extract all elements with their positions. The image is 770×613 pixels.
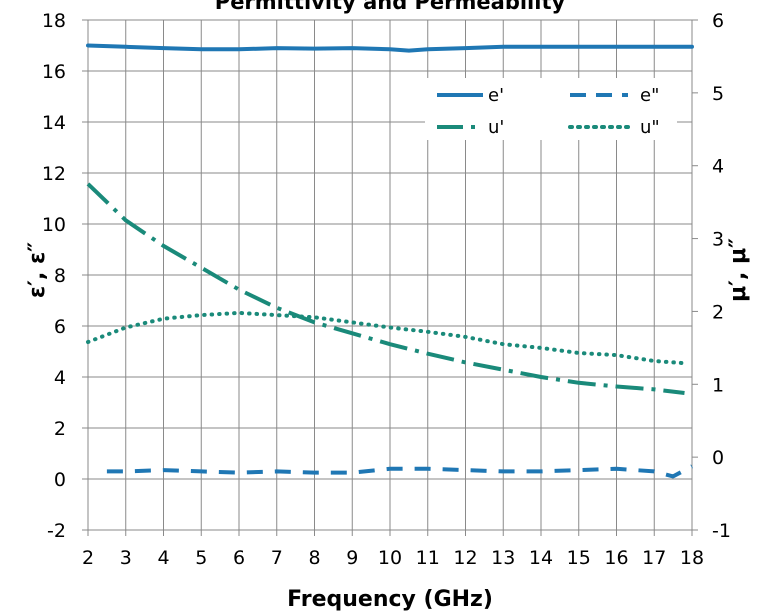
legend-label-u-double-prime: u" [640,117,660,138]
y-left-tick-label: 6 [54,316,66,338]
x-tick-label: 6 [233,547,245,569]
x-tick-label: 2 [82,547,94,569]
x-tick-label: 7 [271,547,283,569]
x-tick-label: 15 [567,547,591,569]
x-tick-label: 18 [680,547,704,569]
y-right-tick-label: 3 [712,229,724,251]
x-tick-label: 14 [529,547,553,569]
y-right-tick-label: -1 [712,520,731,542]
y-right-tick-label: 2 [712,301,724,323]
y-left-tick-label: 10 [42,214,66,236]
series-line-1 [106,464,693,479]
y-left-tick-label: 16 [42,61,66,83]
y-right-tick-label: 0 [712,447,724,469]
x-tick-label: 13 [491,547,515,569]
x-tick-label: 9 [346,547,358,569]
x-tick-label: 8 [308,547,320,569]
y-left-tick-label: 18 [42,10,66,32]
y-left-tick-label: 8 [54,265,66,287]
y-left-tick-label: 12 [42,163,66,185]
series-layer [86,43,694,479]
x-tick-label: 17 [642,547,666,569]
legend: e' e" u' u" [425,78,677,140]
y-right-axis-label: μ′, μ″ [726,238,751,302]
y-right-tick-label: 5 [712,83,724,105]
series-line-3 [86,310,687,366]
x-tick-label: 16 [604,547,628,569]
legend-label-u-prime: u' [488,117,504,138]
x-axis-label: Frequency (GHz) [287,587,493,612]
y-right-tick-label: 6 [712,10,724,32]
y-left-tick-label: -2 [47,520,66,542]
y-left-tick-label: 0 [54,469,66,491]
legend-label-e-double-prime: e" [640,85,659,106]
series-line-0 [86,43,694,53]
x-tick-label: 4 [157,547,169,569]
x-tick-label: 12 [453,547,477,569]
y-right-tick-label: 1 [712,374,724,396]
legend-label-e-prime: e' [488,85,504,106]
x-tick-label: 10 [378,547,402,569]
legend-box [425,78,677,140]
y-left-tick-label: 2 [54,418,66,440]
x-tick-label: 11 [416,547,440,569]
series-line-2 [86,182,685,395]
y-left-tick-label: 4 [54,367,66,389]
chart-title: Permittivity and Permeability [215,0,566,14]
grid [82,19,698,536]
y-left-axis-label: ε′, ε″ [25,242,50,298]
tick-labels: 2 3 4 5 6 7 8 9 10 11 12 13 14 15 16 17 18-2024681012141… [42,10,731,569]
y-left-tick-label: 14 [42,112,66,134]
x-tick-label: 3 [120,547,132,569]
plot-frame [87,19,693,531]
y-right-tick-label: 4 [712,156,724,178]
x-tick-label: 5 [195,547,207,569]
